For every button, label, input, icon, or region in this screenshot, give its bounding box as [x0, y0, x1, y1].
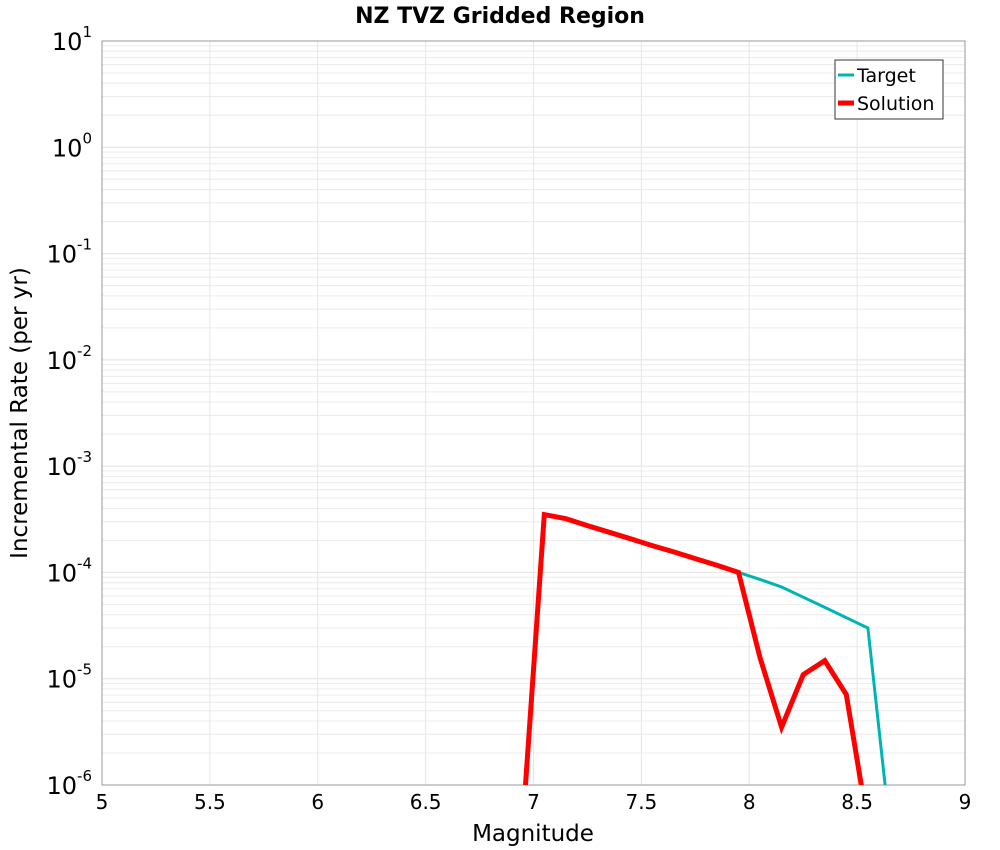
x-tick-label: 6.5: [410, 790, 442, 814]
y-tick-label: 10-1: [46, 236, 92, 269]
legend-label-solution: Solution: [857, 93, 934, 115]
y-tick-exponent: -6: [77, 767, 92, 785]
x-tick-label: 7.5: [625, 790, 657, 814]
legend-label-target: Target: [856, 65, 916, 87]
y-tick-base: 10: [46, 772, 77, 800]
y-tick-base: 10: [46, 347, 77, 375]
legend-box: [834, 59, 944, 120]
y-tick-base: 10: [46, 453, 77, 481]
y-tick-label: 10-2: [46, 342, 92, 375]
x-tick-label: 5.5: [194, 790, 226, 814]
chart-title: NZ TVZ Gridded Region: [355, 4, 645, 29]
x-tick-label: 7: [527, 790, 540, 814]
y-tick-label: 10-6: [46, 767, 92, 800]
y-tick-exponent: -3: [77, 448, 92, 466]
y-tick-exponent: -1: [77, 236, 92, 254]
plot-frame: [101, 40, 966, 786]
y-tick-label: 10-4: [46, 554, 92, 587]
y-tick-label: 101: [52, 23, 92, 56]
x-tick-label: 9: [959, 790, 972, 814]
x-tick-label: 8: [743, 790, 756, 814]
x-tick-label: 8.5: [841, 790, 873, 814]
y-tick-label: 100: [52, 129, 92, 162]
y-axis-label: Incremental Rate (per yr): [7, 267, 33, 559]
y-tick-exponent: -2: [77, 342, 92, 360]
x-tick-label: 5: [96, 790, 109, 814]
y-tick-exponent: -4: [77, 554, 92, 572]
y-tick-label: 10-5: [46, 661, 92, 694]
y-tick-base: 10: [46, 559, 77, 587]
y-tick-exponent: -5: [77, 661, 92, 679]
y-tick-base: 10: [52, 134, 83, 162]
series-lines: [522, 511, 887, 785]
y-tick-label: 10-3: [46, 448, 92, 481]
x-tick-labels: 5 5.5 6 6.5 7 7.5 8 8.5 9: [96, 790, 972, 814]
x-tick-label: 6: [311, 790, 324, 814]
y-tick-base: 10: [46, 666, 77, 694]
y-tick-exponent: 0: [82, 129, 92, 147]
series-line-solution: [522, 511, 864, 785]
y-tick-base: 10: [46, 241, 77, 269]
legend: Target Solution: [834, 59, 944, 120]
x-axis-label: Magnitude: [472, 821, 594, 847]
y-tick-base: 10: [52, 28, 83, 56]
y-tick-exponent: 1: [82, 23, 92, 41]
